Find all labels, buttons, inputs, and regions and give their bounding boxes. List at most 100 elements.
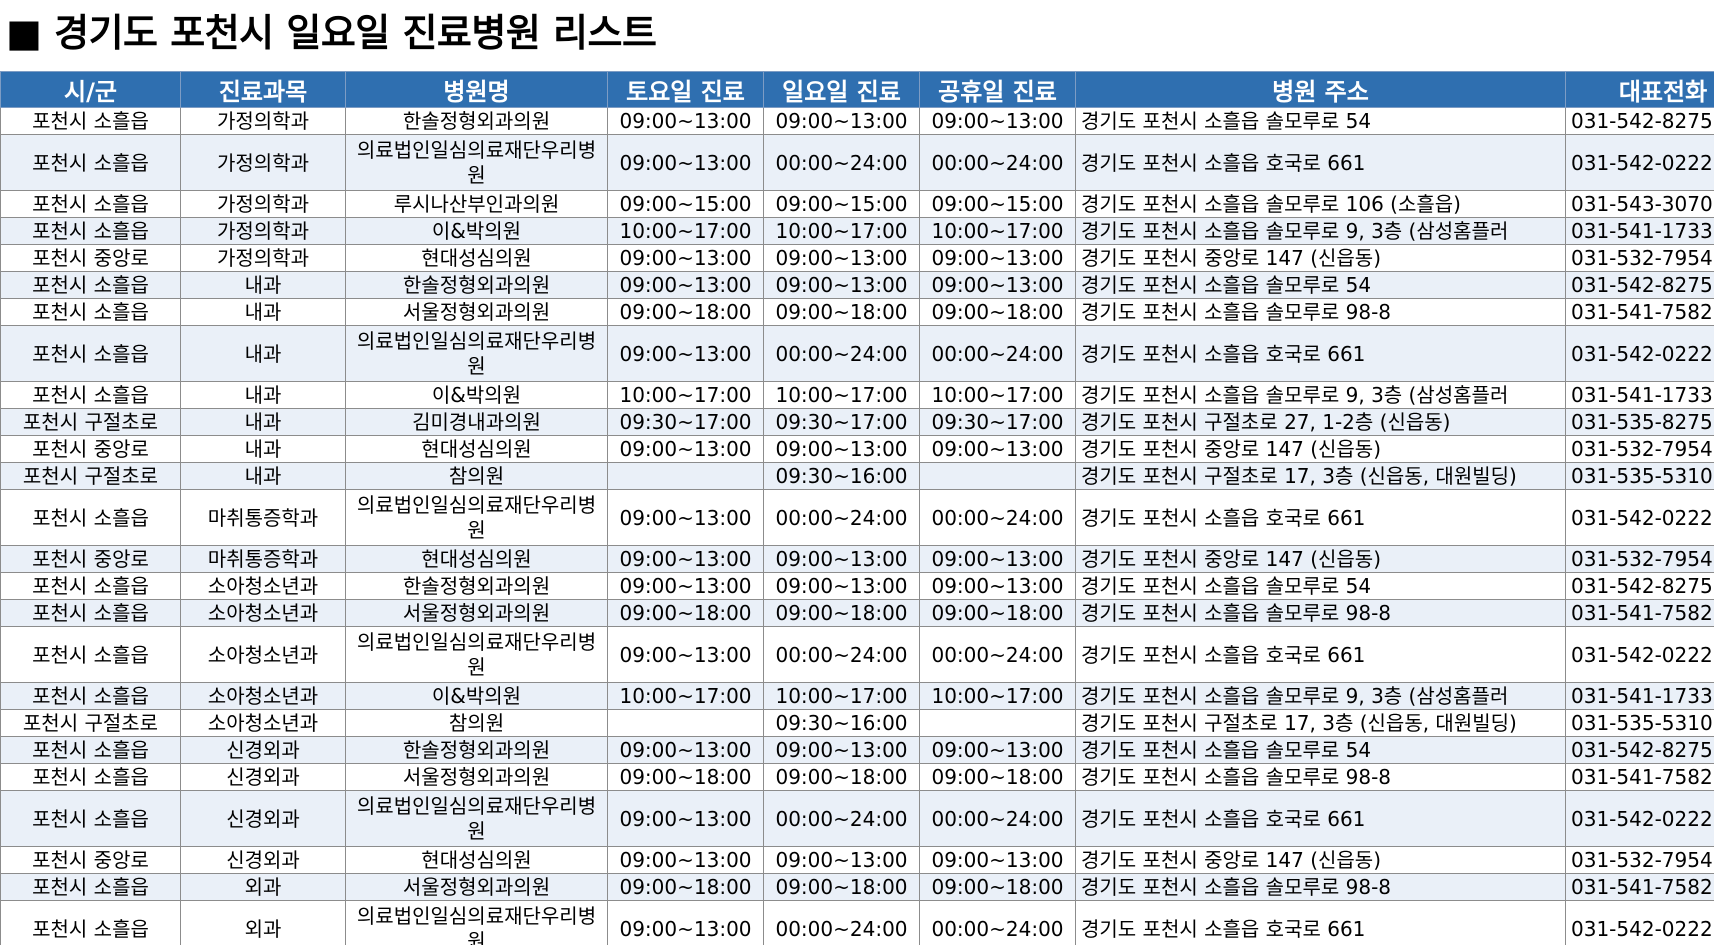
- sunday-hours-cell[interactable]: 09:00~13:00: [763, 107, 920, 135]
- sunday-hours-cell[interactable]: 09:00~18:00: [763, 763, 920, 791]
- department-cell[interactable]: 소아청소년과: [180, 599, 346, 627]
- phone-cell[interactable]: 031-542-0222: [1565, 626, 1714, 683]
- department-cell[interactable]: 내과: [180, 298, 346, 326]
- hospital-name-cell[interactable]: 현대성심의원: [345, 846, 608, 874]
- holiday-hours-cell[interactable]: 09:00~13:00: [919, 846, 1076, 874]
- region-cell[interactable]: 포천시 소흘읍: [0, 790, 181, 847]
- department-cell[interactable]: 외과: [180, 873, 346, 901]
- sunday-hours-cell[interactable]: 09:00~13:00: [763, 435, 920, 463]
- saturday-hours-cell[interactable]: 09:00~15:00: [607, 190, 764, 218]
- column-header-address[interactable]: 병원 주소: [1075, 71, 1566, 108]
- saturday-hours-cell[interactable]: 09:00~13:00: [607, 435, 764, 463]
- sunday-hours-cell[interactable]: 09:30~17:00: [763, 408, 920, 436]
- holiday-hours-cell[interactable]: [919, 709, 1076, 737]
- saturday-hours-cell[interactable]: 10:00~17:00: [607, 381, 764, 409]
- region-cell[interactable]: 포천시 소흘읍: [0, 107, 181, 135]
- saturday-hours-cell[interactable]: 09:00~18:00: [607, 763, 764, 791]
- hospital-name-cell[interactable]: 의료법인일심의료재단우리병원: [345, 790, 608, 847]
- hospital-name-cell[interactable]: 루시나산부인과의원: [345, 190, 608, 218]
- sunday-hours-cell[interactable]: 00:00~24:00: [763, 626, 920, 683]
- saturday-hours-cell[interactable]: 10:00~17:00: [607, 217, 764, 245]
- column-header-holiday[interactable]: 공휴일 진료: [919, 71, 1076, 108]
- holiday-hours-cell[interactable]: 09:00~13:00: [919, 271, 1076, 299]
- saturday-hours-cell[interactable]: 09:00~13:00: [607, 244, 764, 272]
- saturday-hours-cell[interactable]: 09:00~18:00: [607, 873, 764, 901]
- phone-cell[interactable]: 031-542-8275: [1565, 271, 1714, 299]
- sunday-hours-cell[interactable]: 09:00~18:00: [763, 599, 920, 627]
- department-cell[interactable]: 신경외과: [180, 763, 346, 791]
- sunday-hours-cell[interactable]: 09:00~15:00: [763, 190, 920, 218]
- phone-cell[interactable]: 031-532-7954: [1565, 244, 1714, 272]
- holiday-hours-cell[interactable]: [919, 462, 1076, 490]
- department-cell[interactable]: 내과: [180, 271, 346, 299]
- saturday-hours-cell[interactable]: 09:00~13:00: [607, 134, 764, 191]
- column-header-sunday[interactable]: 일요일 진료: [763, 71, 920, 108]
- region-cell[interactable]: 포천시 소흘읍: [0, 489, 181, 546]
- saturday-hours-cell[interactable]: 09:30~17:00: [607, 408, 764, 436]
- saturday-hours-cell[interactable]: 10:00~17:00: [607, 682, 764, 710]
- saturday-hours-cell[interactable]: 09:00~18:00: [607, 298, 764, 326]
- region-cell[interactable]: 포천시 소흘읍: [0, 599, 181, 627]
- department-cell[interactable]: 가정의학과: [180, 217, 346, 245]
- sunday-hours-cell[interactable]: 09:30~16:00: [763, 709, 920, 737]
- region-cell[interactable]: 포천시 중앙로: [0, 545, 181, 573]
- address-cell[interactable]: 경기도 포천시 소흘읍 솔모루로 54: [1075, 736, 1566, 764]
- hospital-name-cell[interactable]: 한솔정형외과의원: [345, 271, 608, 299]
- region-cell[interactable]: 포천시 소흘읍: [0, 572, 181, 600]
- department-cell[interactable]: 내과: [180, 325, 346, 382]
- region-cell[interactable]: 포천시 소흘읍: [0, 626, 181, 683]
- holiday-hours-cell[interactable]: 09:00~13:00: [919, 435, 1076, 463]
- department-cell[interactable]: 마취통증학과: [180, 489, 346, 546]
- phone-cell[interactable]: 031-532-7954: [1565, 545, 1714, 573]
- region-cell[interactable]: 포천시 소흘읍: [0, 763, 181, 791]
- holiday-hours-cell[interactable]: 09:00~13:00: [919, 107, 1076, 135]
- department-cell[interactable]: 마취통증학과: [180, 545, 346, 573]
- hospital-name-cell[interactable]: 현대성심의원: [345, 545, 608, 573]
- saturday-hours-cell[interactable]: [607, 462, 764, 490]
- phone-cell[interactable]: 031-542-0222: [1565, 489, 1714, 546]
- saturday-hours-cell[interactable]: 09:00~13:00: [607, 846, 764, 874]
- address-cell[interactable]: 경기도 포천시 소흘읍 솔모루로 98-8: [1075, 763, 1566, 791]
- holiday-hours-cell[interactable]: 00:00~24:00: [919, 325, 1076, 382]
- hospital-name-cell[interactable]: 이&박의원: [345, 682, 608, 710]
- region-cell[interactable]: 포천시 소흘읍: [0, 381, 181, 409]
- department-cell[interactable]: 소아청소년과: [180, 709, 346, 737]
- hospital-name-cell[interactable]: 현대성심의원: [345, 435, 608, 463]
- region-cell[interactable]: 포천시 중앙로: [0, 846, 181, 874]
- holiday-hours-cell[interactable]: 10:00~17:00: [919, 682, 1076, 710]
- address-cell[interactable]: 경기도 포천시 소흘읍 솔모루로 9, 3층 (삼성홈플러: [1075, 682, 1566, 710]
- holiday-hours-cell[interactable]: 09:00~18:00: [919, 599, 1076, 627]
- phone-cell[interactable]: 031-532-7954: [1565, 435, 1714, 463]
- hospital-name-cell[interactable]: 한솔정형외과의원: [345, 572, 608, 600]
- department-cell[interactable]: 내과: [180, 408, 346, 436]
- address-cell[interactable]: 경기도 포천시 소흘읍 솔모루로 98-8: [1075, 599, 1566, 627]
- hospital-name-cell[interactable]: 한솔정형외과의원: [345, 736, 608, 764]
- department-cell[interactable]: 가정의학과: [180, 107, 346, 135]
- sunday-hours-cell[interactable]: 10:00~17:00: [763, 217, 920, 245]
- sunday-hours-cell[interactable]: 09:00~13:00: [763, 736, 920, 764]
- region-cell[interactable]: 포천시 소흘읍: [0, 217, 181, 245]
- region-cell[interactable]: 포천시 소흘읍: [0, 298, 181, 326]
- hospital-name-cell[interactable]: 서울정형외과의원: [345, 298, 608, 326]
- address-cell[interactable]: 경기도 포천시 구절초로 17, 3층 (신읍동, 대원빌딩): [1075, 709, 1566, 737]
- department-cell[interactable]: 소아청소년과: [180, 626, 346, 683]
- holiday-hours-cell[interactable]: 09:00~13:00: [919, 244, 1076, 272]
- address-cell[interactable]: 경기도 포천시 중앙로 147 (신읍동): [1075, 545, 1566, 573]
- column-header-hospital-name[interactable]: 병원명: [345, 71, 608, 108]
- saturday-hours-cell[interactable]: 09:00~13:00: [607, 790, 764, 847]
- saturday-hours-cell[interactable]: 09:00~13:00: [607, 489, 764, 546]
- holiday-hours-cell[interactable]: 00:00~24:00: [919, 626, 1076, 683]
- sunday-hours-cell[interactable]: 09:00~13:00: [763, 846, 920, 874]
- department-cell[interactable]: 가정의학과: [180, 190, 346, 218]
- phone-cell[interactable]: 031-542-0222: [1565, 790, 1714, 847]
- region-cell[interactable]: 포천시 구절초로: [0, 462, 181, 490]
- department-cell[interactable]: 내과: [180, 381, 346, 409]
- hospital-name-cell[interactable]: 서울정형외과의원: [345, 873, 608, 901]
- region-cell[interactable]: 포천시 소흘읍: [0, 682, 181, 710]
- region-cell[interactable]: 포천시 소흘읍: [0, 134, 181, 191]
- sunday-hours-cell[interactable]: 09:00~13:00: [763, 545, 920, 573]
- column-header-department[interactable]: 진료과목: [180, 71, 346, 108]
- hospital-name-cell[interactable]: 서울정형외과의원: [345, 599, 608, 627]
- sunday-hours-cell[interactable]: 09:00~13:00: [763, 244, 920, 272]
- sunday-hours-cell[interactable]: 00:00~24:00: [763, 900, 920, 945]
